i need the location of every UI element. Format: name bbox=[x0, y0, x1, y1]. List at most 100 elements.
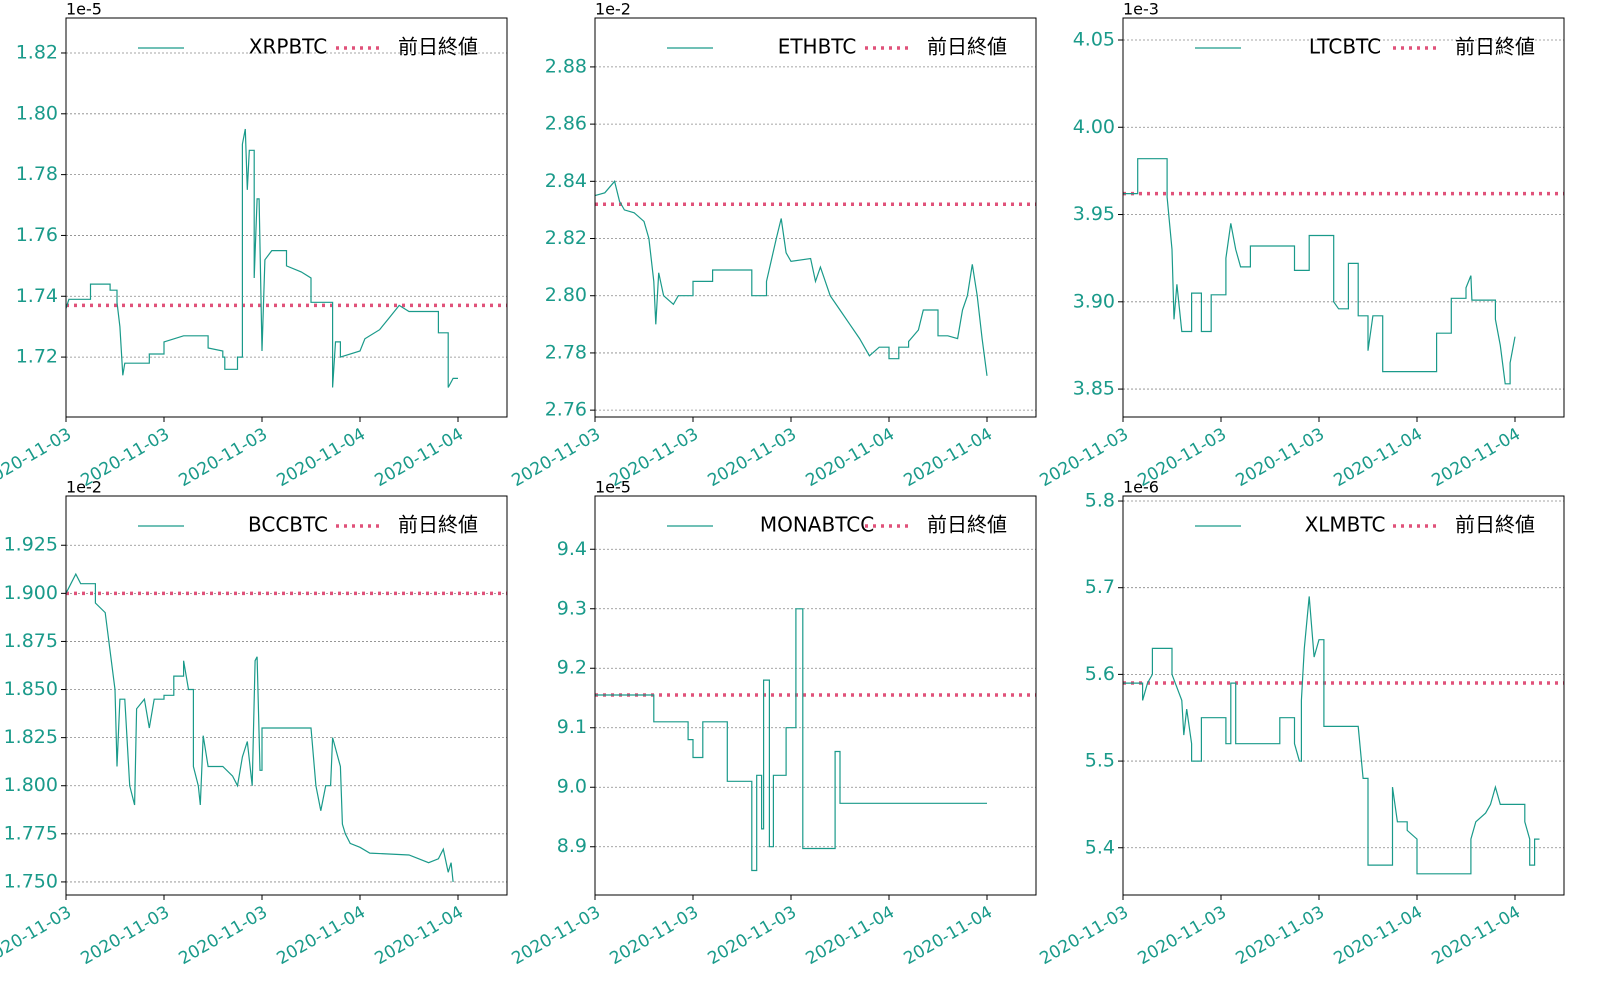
plot-frame bbox=[1122, 17, 1565, 418]
offset-text: 1e-5 bbox=[595, 478, 631, 497]
x-tick-label: 2020-11-03 bbox=[175, 902, 271, 969]
x-tick-label: 2020-11-03 bbox=[704, 424, 800, 491]
series-line bbox=[594, 180, 988, 376]
y-tick-label: 2.84 bbox=[545, 170, 587, 192]
offset-text: 1e-6 bbox=[1123, 478, 1159, 497]
y-tick-label: 8.9 bbox=[557, 835, 587, 857]
x-tick-label: 2020-11-03 bbox=[1134, 902, 1230, 969]
legend-label: 前日終値 bbox=[398, 513, 478, 537]
y-tick-label: 3.85 bbox=[1073, 378, 1115, 400]
y-tick-label: 5.5 bbox=[1085, 750, 1115, 772]
offset-text: 1e-2 bbox=[66, 478, 102, 497]
x-tick-label: 2020-11-03 bbox=[704, 902, 800, 969]
y-tick-label: 2.88 bbox=[545, 55, 587, 77]
series-line bbox=[1123, 158, 1516, 385]
y-tick-label: 5.4 bbox=[1085, 836, 1115, 858]
y-tick-label: 3.90 bbox=[1073, 290, 1115, 312]
y-tick-label: 1.775 bbox=[4, 822, 58, 844]
series-line bbox=[65, 572, 454, 882]
chart-panel: 3.85 3.90 3.95 4.00 4.05 2020-11-03 2020-11-03… bbox=[1036, 0, 1565, 491]
x-tick-label: 2020-11-03 bbox=[508, 424, 604, 491]
y-tick-label: 5.8 bbox=[1085, 490, 1115, 512]
x-tick-label: 2020-11-03 bbox=[1036, 902, 1132, 969]
plot-frame bbox=[594, 495, 1037, 896]
legend-label: 前日終値 bbox=[927, 35, 1007, 59]
legend-label: BCCBTC bbox=[248, 513, 328, 537]
y-tick-label: 1.875 bbox=[4, 630, 58, 652]
y-tick-label: 1.900 bbox=[4, 582, 58, 604]
y-tick-label: 3.95 bbox=[1073, 203, 1115, 225]
y-tick-label: 2.76 bbox=[545, 399, 587, 421]
x-tick-label: 2020-11-03 bbox=[0, 424, 75, 491]
y-tick-label: 9.0 bbox=[557, 776, 587, 798]
y-tick-label: 2.80 bbox=[545, 284, 587, 306]
x-tick-label: 2020-11-03 bbox=[77, 902, 173, 969]
y-tick-label: 9.1 bbox=[557, 716, 587, 738]
legend-label: LTCBTC bbox=[1309, 35, 1381, 59]
y-tick-label: 2.86 bbox=[545, 113, 587, 135]
offset-text: 1e-3 bbox=[1123, 0, 1159, 19]
y-tick-label: 1.925 bbox=[4, 534, 58, 556]
plot-frame bbox=[65, 17, 508, 418]
y-tick-label: 1.76 bbox=[16, 224, 58, 246]
y-tick-label: 4.00 bbox=[1073, 116, 1115, 138]
y-tick-label: 9.2 bbox=[557, 657, 587, 679]
x-tick-label: 2020-11-03 bbox=[0, 902, 75, 969]
y-tick-label: 5.6 bbox=[1085, 663, 1115, 685]
y-tick-label: 9.4 bbox=[557, 538, 587, 560]
plot-frame bbox=[594, 17, 1037, 418]
legend-label: MONABTCC bbox=[760, 513, 874, 537]
x-tick-label: 2020-11-04 bbox=[273, 902, 369, 969]
offset-text: 1e-5 bbox=[66, 0, 102, 19]
x-tick-label: 2020-11-04 bbox=[802, 424, 898, 491]
x-tick-label: 2020-11-04 bbox=[371, 902, 467, 969]
y-tick-label: 1.82 bbox=[16, 41, 58, 63]
legend-label: ETHBTC bbox=[778, 35, 857, 59]
y-tick-label: 1.78 bbox=[16, 163, 58, 185]
plot-frame bbox=[65, 495, 508, 896]
x-tick-label: 2020-11-04 bbox=[1330, 424, 1426, 491]
x-tick-label: 2020-11-04 bbox=[802, 902, 898, 969]
y-tick-label: 1.72 bbox=[16, 346, 58, 368]
legend-label: 前日終値 bbox=[927, 513, 1007, 537]
legend-label: 前日終値 bbox=[1455, 513, 1535, 537]
y-tick-label: 9.3 bbox=[557, 597, 587, 619]
series-line bbox=[595, 608, 987, 872]
x-tick-label: 2020-11-04 bbox=[1330, 902, 1426, 969]
y-tick-label: 5.7 bbox=[1085, 576, 1115, 598]
x-tick-label: 2020-11-03 bbox=[1232, 902, 1328, 969]
x-tick-label: 2020-11-04 bbox=[1428, 424, 1524, 491]
x-tick-label: 2020-11-03 bbox=[508, 902, 604, 969]
x-tick-label: 2020-11-03 bbox=[606, 902, 702, 969]
x-tick-label: 2020-11-04 bbox=[900, 424, 996, 491]
y-tick-label: 4.05 bbox=[1073, 28, 1115, 50]
y-tick-label: 1.74 bbox=[16, 285, 58, 307]
legend-label: XLMBTC bbox=[1305, 513, 1386, 537]
y-tick-label: 1.800 bbox=[4, 774, 58, 796]
x-tick-label: 2020-11-04 bbox=[1428, 902, 1524, 969]
x-tick-label: 2020-11-03 bbox=[1232, 424, 1328, 491]
y-tick-label: 2.82 bbox=[545, 227, 587, 249]
x-tick-label: 2020-11-04 bbox=[273, 424, 369, 491]
legend-label: 前日終値 bbox=[1455, 35, 1535, 59]
series-line bbox=[1123, 596, 1540, 875]
offset-text: 1e-2 bbox=[595, 0, 631, 19]
series-line bbox=[65, 128, 458, 388]
y-tick-label: 1.825 bbox=[4, 726, 58, 748]
x-tick-label: 2020-11-03 bbox=[1036, 424, 1132, 491]
y-tick-label: 1.750 bbox=[4, 870, 58, 892]
plot-frame bbox=[1122, 495, 1565, 896]
chart-panel: 1.750 1.775 1.800 1.825 1.850 1.875 1.900 1.925… bbox=[0, 478, 508, 969]
x-tick-label: 2020-11-03 bbox=[175, 424, 271, 491]
x-tick-label: 2020-11-04 bbox=[900, 902, 996, 969]
y-tick-label: 2.78 bbox=[545, 341, 587, 363]
y-tick-label: 1.850 bbox=[4, 678, 58, 700]
y-tick-label: 1.80 bbox=[16, 102, 58, 124]
x-tick-label: 2020-11-04 bbox=[371, 424, 467, 491]
legend-label: XRPBTC bbox=[249, 35, 327, 59]
